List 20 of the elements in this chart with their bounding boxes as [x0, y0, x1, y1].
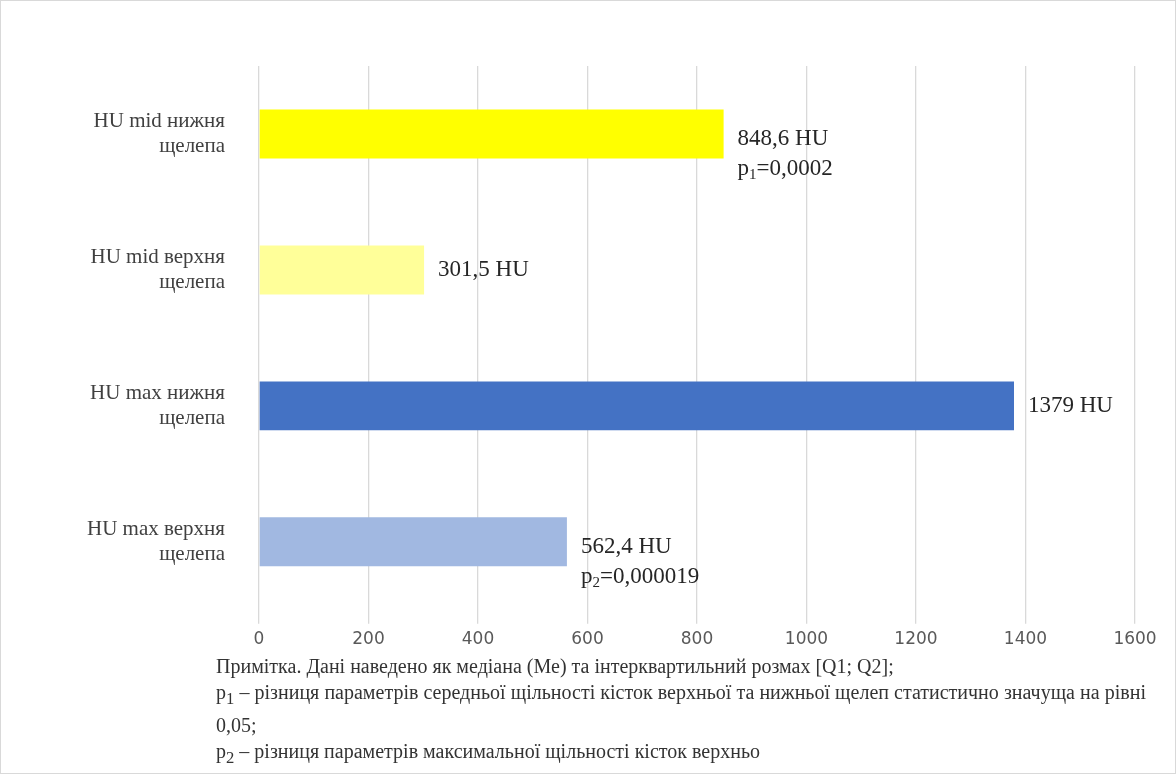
bar — [259, 381, 1014, 431]
data-label: 1379 HU — [1028, 391, 1114, 417]
x-tick-label: 1400 — [1003, 628, 1048, 649]
x-tick-label: 600 — [571, 628, 604, 649]
y-tick-label: HU mid верхня щелепа — [90, 243, 226, 294]
x-tick-label: 1600 — [1113, 628, 1157, 649]
y-tick-label: HU max нижня щелепа — [90, 379, 226, 429]
text: Примітка. Дані наведено як медіана (Ме) та інтерквартильний розмах [Q1; Q2]; p$_{1}$ – різниця параметрів середньої щільності кісток верхньої та нижньої щелеп статистично значуща на рівні 0,05; p$_{2}$ – різниця параметрів максимальної щільності кісток верхньо — [216, 654, 1146, 769]
x-tick-label: 800 — [680, 628, 714, 649]
bar — [259, 109, 724, 159]
x-tick-label: 200 — [352, 628, 385, 649]
y-tick-label: HU max верхня щелепа — [87, 515, 226, 565]
x-tick-label: 1000 — [784, 628, 829, 649]
x-tick-label: 0 — [253, 628, 265, 649]
y-tick-label: HU mid нижня щелепа — [93, 107, 226, 158]
x-tick-label: 400 — [461, 628, 495, 649]
bar — [259, 245, 425, 295]
bar — [259, 517, 567, 567]
data-label: 301,5 HU — [438, 255, 530, 281]
x-tick-label: 1200 — [894, 628, 938, 649]
